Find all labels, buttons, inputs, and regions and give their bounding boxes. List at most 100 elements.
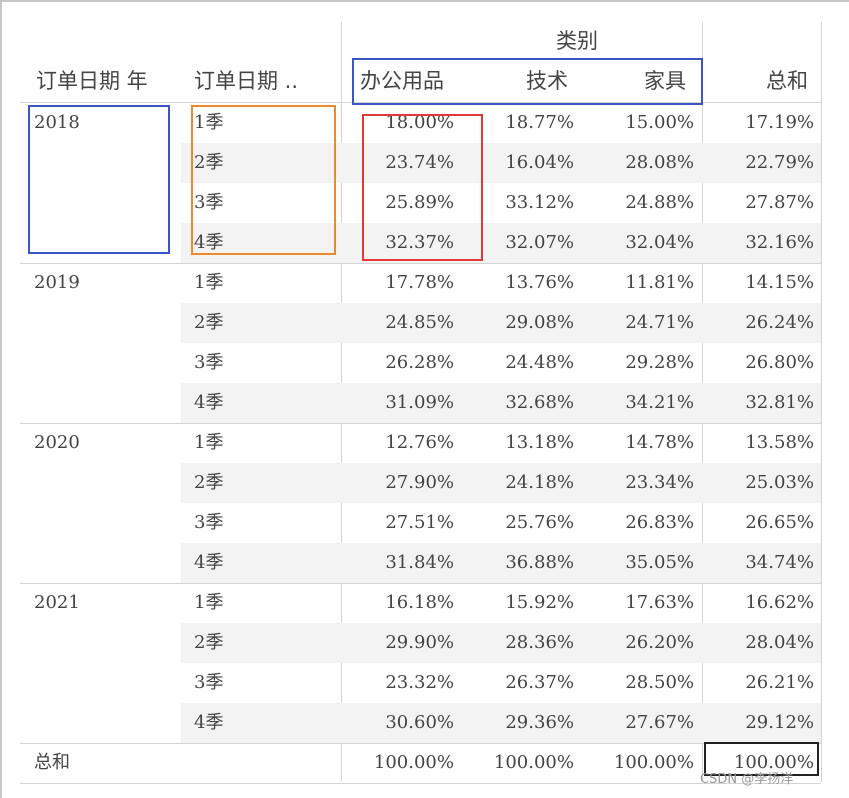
value-cell[interactable]: 29.08%: [505, 312, 574, 333]
value-cell[interactable]: 26.37%: [505, 672, 574, 693]
value-cell[interactable]: 16.04%: [505, 152, 574, 173]
column-header-office-supplies[interactable]: 办公用品: [360, 69, 444, 93]
value-cell[interactable]: 28.50%: [625, 672, 694, 693]
value-cell[interactable]: 29.90%: [385, 632, 454, 653]
value-cell[interactable]: 23.74%: [385, 152, 454, 173]
value-cell[interactable]: 18.00%: [385, 112, 454, 133]
value-cell[interactable]: 13.18%: [505, 432, 574, 453]
column-header-technology[interactable]: 技术: [526, 69, 568, 93]
value-cell[interactable]: 29.28%: [625, 352, 694, 373]
value-cell[interactable]: 23.32%: [385, 672, 454, 693]
year-cell[interactable]: 2021: [34, 592, 80, 613]
value-cell[interactable]: 16.18%: [385, 592, 454, 613]
value-cell[interactable]: 32.68%: [505, 392, 574, 413]
value-cell[interactable]: 18.77%: [505, 112, 574, 133]
year-cell[interactable]: 2019: [34, 272, 80, 293]
value-cell[interactable]: 28.36%: [505, 632, 574, 653]
quarter-cell[interactable]: 3季: [194, 352, 224, 373]
value-cell[interactable]: 17.78%: [385, 272, 454, 293]
value-cell[interactable]: 27.67%: [625, 712, 694, 733]
column-header-furniture[interactable]: 家具: [644, 69, 686, 93]
value-cell[interactable]: 15.92%: [505, 592, 574, 613]
quarter-cell[interactable]: 3季: [194, 512, 224, 533]
column-header-total[interactable]: 总和: [766, 69, 808, 93]
quarter-cell[interactable]: 1季: [194, 592, 224, 613]
column-header-quarter[interactable]: 订单日期 ..: [194, 69, 299, 93]
year-group-divider: [20, 263, 821, 264]
grand-total-cell[interactable]: 100.00%: [733, 752, 814, 773]
year-group-divider: [20, 423, 821, 424]
value-cell[interactable]: 26.21%: [745, 672, 814, 693]
value-cell[interactable]: 26.20%: [625, 632, 694, 653]
value-cell[interactable]: 26.24%: [745, 312, 814, 333]
value-cell[interactable]: 25.89%: [385, 192, 454, 213]
value-cell[interactable]: 24.88%: [625, 192, 694, 213]
value-cell[interactable]: 24.71%: [625, 312, 694, 333]
value-cell[interactable]: 32.16%: [745, 232, 814, 253]
quarter-cell[interactable]: 2季: [194, 632, 224, 653]
quarter-cell[interactable]: 2季: [194, 312, 224, 333]
value-cell[interactable]: 25.03%: [745, 472, 814, 493]
quarter-cell[interactable]: 4季: [194, 232, 224, 253]
value-cell[interactable]: 26.28%: [385, 352, 454, 373]
value-cell[interactable]: 23.34%: [625, 472, 694, 493]
year-cell[interactable]: 2020: [34, 432, 80, 453]
quarter-cell[interactable]: 2季: [194, 472, 224, 493]
quarter-cell[interactable]: 3季: [194, 672, 224, 693]
value-cell[interactable]: 24.48%: [505, 352, 574, 373]
column-header-year[interactable]: 订单日期 年: [36, 69, 148, 93]
value-cell[interactable]: 12.76%: [385, 432, 454, 453]
category-header-highlight-box: [352, 58, 703, 105]
value-cell[interactable]: 13.76%: [505, 272, 574, 293]
value-cell[interactable]: 27.51%: [385, 512, 454, 533]
grand-total-cell[interactable]: 100.00%: [373, 752, 454, 773]
row-stripe: [181, 623, 821, 663]
value-cell[interactable]: 26.80%: [745, 352, 814, 373]
value-cell[interactable]: 29.12%: [745, 712, 814, 733]
value-cell[interactable]: 31.84%: [385, 552, 454, 573]
value-cell[interactable]: 26.65%: [745, 512, 814, 533]
year-cell[interactable]: 2018: [34, 112, 80, 133]
quarter-cell[interactable]: 1季: [194, 112, 224, 133]
value-cell[interactable]: 34.21%: [625, 392, 694, 413]
value-cell[interactable]: 29.36%: [505, 712, 574, 733]
quarter-cell[interactable]: 1季: [194, 432, 224, 453]
value-cell[interactable]: 32.04%: [625, 232, 694, 253]
quarter-cell[interactable]: 4季: [194, 552, 224, 573]
value-cell[interactable]: 26.83%: [625, 512, 694, 533]
selected-grand-total-cell: [704, 742, 819, 776]
value-cell[interactable]: 33.12%: [505, 192, 574, 213]
quarter-cell[interactable]: 4季: [194, 392, 224, 413]
value-cell[interactable]: 36.88%: [505, 552, 574, 573]
value-cell[interactable]: 14.78%: [625, 432, 694, 453]
value-cell[interactable]: 25.76%: [505, 512, 574, 533]
grand-total-cell[interactable]: 100.00%: [613, 752, 694, 773]
value-cell[interactable]: 15.00%: [625, 112, 694, 133]
quarter-cell[interactable]: 1季: [194, 272, 224, 293]
value-cell[interactable]: 32.37%: [385, 232, 454, 253]
value-cell[interactable]: 34.74%: [745, 552, 814, 573]
value-cell[interactable]: 24.18%: [505, 472, 574, 493]
quarter-cell[interactable]: 3季: [194, 192, 224, 213]
quarter-cell[interactable]: 2季: [194, 152, 224, 173]
value-cell[interactable]: 22.79%: [745, 152, 814, 173]
value-cell[interactable]: 27.90%: [385, 472, 454, 493]
value-cell[interactable]: 17.19%: [745, 112, 814, 133]
value-cell[interactable]: 32.81%: [745, 392, 814, 413]
grand-total-cell[interactable]: 100.00%: [493, 752, 574, 773]
value-cell[interactable]: 11.81%: [625, 272, 694, 293]
value-cell[interactable]: 30.60%: [385, 712, 454, 733]
value-cell[interactable]: 28.08%: [625, 152, 694, 173]
value-cell[interactable]: 35.05%: [625, 552, 694, 573]
value-cell[interactable]: 27.87%: [745, 192, 814, 213]
grand-total-label[interactable]: 总和: [34, 752, 70, 773]
quarter-cell[interactable]: 4季: [194, 712, 224, 733]
value-cell[interactable]: 13.58%: [745, 432, 814, 453]
value-cell[interactable]: 31.09%: [385, 392, 454, 413]
value-cell[interactable]: 28.04%: [745, 632, 814, 653]
value-cell[interactable]: 14.15%: [745, 272, 814, 293]
value-cell[interactable]: 24.85%: [385, 312, 454, 333]
value-cell[interactable]: 32.07%: [505, 232, 574, 253]
value-cell[interactable]: 16.62%: [745, 592, 814, 613]
value-cell[interactable]: 17.63%: [625, 592, 694, 613]
